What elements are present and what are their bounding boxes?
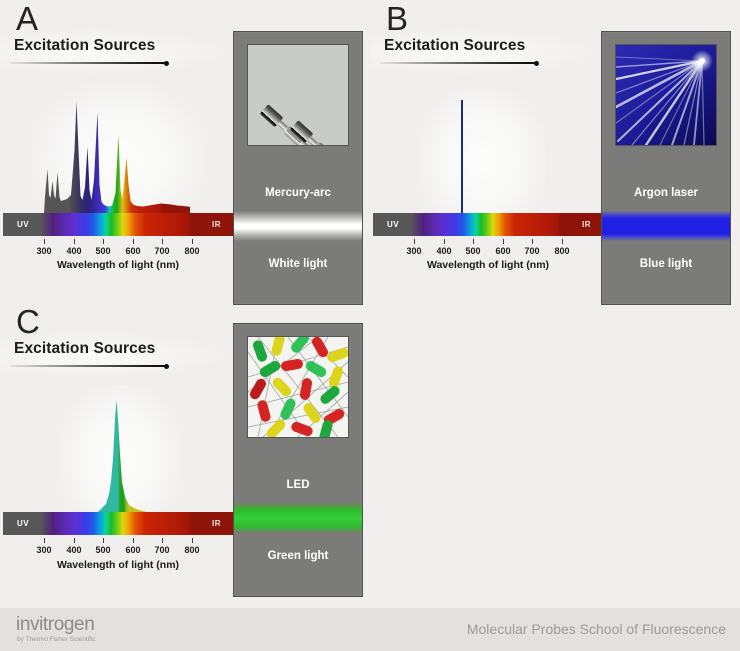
source-name: LED: [286, 479, 310, 491]
axis-tick-labels: 300 400 500 600 700 800: [36, 246, 200, 256]
axis-ticks: [0, 538, 370, 544]
light-name: Blue light: [639, 258, 693, 270]
panel-title: Excitation Sources: [14, 37, 156, 54]
panel-letter: C: [16, 303, 40, 340]
ir-label: IR: [212, 220, 221, 229]
panel-letter: B: [386, 0, 409, 37]
arrow-dot: [164, 363, 169, 369]
mercury-arc-lamps-photo: [248, 45, 348, 145]
spectrum-glow: [418, 88, 546, 220]
panel-c-led: C Excitation Sources UV IR: [0, 303, 370, 608]
panel-title: Excitation Sources: [14, 340, 156, 357]
wavelength-color-bar: UV IR: [3, 512, 233, 535]
panel-title: Excitation Sources: [384, 37, 526, 54]
source-box-argon-laser: Argon laser Blue light: [601, 31, 731, 305]
source-box-mercury: Mercury-arc White light: [233, 31, 363, 305]
light-name: White light: [268, 258, 328, 270]
source-box-led: LED Green light: [233, 323, 363, 597]
axis-label: Wavelength of light (nm): [56, 259, 180, 271]
light-name: Green light: [267, 550, 329, 562]
axis-ticks: [370, 239, 740, 245]
white-light-band: [234, 211, 362, 241]
ir-label: IR: [582, 220, 591, 229]
arrow-line: [10, 60, 169, 66]
ir-label: IR: [212, 519, 221, 528]
invitrogen-logo: invitrogen: [16, 614, 95, 635]
uv-label: UV: [387, 220, 400, 229]
wavelength-color-bar: UV IR: [3, 213, 233, 236]
uv-label: UV: [17, 519, 30, 528]
title-glow: [370, 28, 600, 76]
source-name: Mercury-arc: [265, 187, 331, 199]
title-glow: [0, 28, 230, 76]
axis-tick-labels: 300 400 500 600 700 800: [36, 545, 200, 555]
arrow-line: [380, 60, 539, 66]
led-bulbs-photo: [248, 337, 348, 437]
footer: invitrogen by Thermo Fisher Scientific M…: [0, 608, 740, 651]
source-name: Argon laser: [634, 187, 698, 199]
program-title: Molecular Probes School of Fluorescence: [466, 621, 726, 637]
axis-tick-labels: 300 400 500 600 700 800: [406, 246, 570, 256]
axis-label: Wavelength of light (nm): [56, 559, 180, 571]
thermo-fisher-tagline: by Thermo Fisher Scientific: [17, 636, 96, 643]
argon-laser-beams-photo: [616, 45, 716, 145]
green-light-band: [234, 503, 362, 533]
axis-ticks: [0, 239, 370, 245]
arrow-line: [10, 363, 169, 369]
argon-laser-spectrum: [461, 100, 463, 213]
axis-label: Wavelength of light (nm): [426, 259, 550, 271]
title-glow: [0, 331, 230, 379]
mercury-emission-spectrum: [44, 101, 190, 213]
wavelength-color-bar: UV IR: [373, 213, 603, 236]
panel-letter: A: [16, 0, 39, 37]
panel-a-mercury-arc: A Excitation Sources: [0, 0, 370, 305]
led-emission-spectrum: [98, 400, 147, 512]
arrow-dot: [534, 60, 539, 66]
blue-light-band: [602, 211, 730, 241]
uv-label: UV: [17, 220, 30, 229]
arrow-dot: [164, 60, 169, 66]
panel-b-argon-laser: B Excitation Sources UV IR 300 400 500 6…: [370, 0, 740, 305]
